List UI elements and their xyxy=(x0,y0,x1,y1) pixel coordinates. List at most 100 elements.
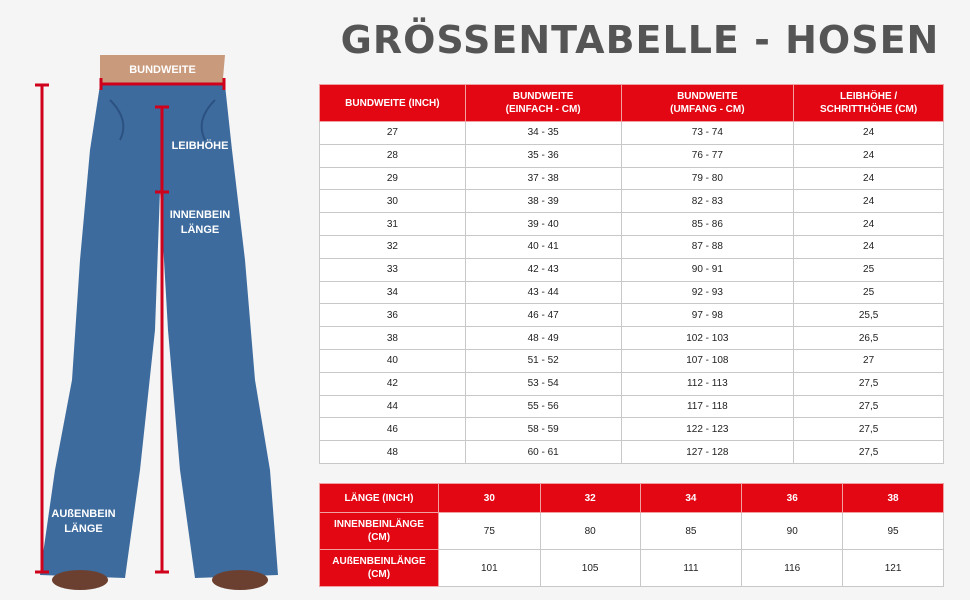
table-cell: 117 - 118 xyxy=(620,394,795,419)
table-row: 29 37 - 38 79 - 80 24 xyxy=(319,166,944,191)
table-cell: 87 - 88 xyxy=(620,234,795,259)
table-cell: 116 xyxy=(741,549,844,587)
table-cell: 27,5 xyxy=(793,417,944,442)
table-row: 30 38 - 39 82 - 83 24 xyxy=(319,189,944,214)
table-cell: 25 xyxy=(793,280,944,305)
table-cell: 46 - 47 xyxy=(464,303,622,328)
table-cell: 75 xyxy=(437,512,541,550)
table-cell: 43 - 44 xyxy=(464,280,622,305)
table-cell: 53 - 54 xyxy=(464,371,622,396)
row-header-line: (CM) xyxy=(367,569,391,580)
table-cell: 42 - 43 xyxy=(464,257,622,282)
table-cell: 28 xyxy=(319,143,466,168)
table-cell: 29 xyxy=(319,166,466,191)
rise-label: LEIBHÖHE xyxy=(171,140,229,152)
table-row: INNENBEINLÄNGE (CM) 75 80 85 90 95 xyxy=(319,512,944,550)
table-row: 32 40 - 41 87 - 88 24 xyxy=(319,234,944,259)
column-header: 30 xyxy=(437,483,541,513)
outseam-label: AUßENBEIN LÄNGE xyxy=(46,507,121,537)
table-row: 33 42 - 43 90 - 91 25 xyxy=(319,257,944,282)
outseam-label-line: AUßENBEIN xyxy=(51,508,116,520)
column-header: 34 xyxy=(639,483,743,513)
column-header: BUNDWEITE (UMFANG - CM) xyxy=(620,84,795,122)
table-cell: 48 xyxy=(319,440,466,464)
row-header: INNENBEINLÄNGE (CM) xyxy=(319,512,439,550)
table-cell: 48 - 49 xyxy=(464,326,622,350)
torso-skin xyxy=(100,55,225,90)
table-row: 27 34 - 35 73 - 74 24 xyxy=(319,121,944,145)
table-cell: 24 xyxy=(793,212,944,236)
length-size-table: LÄNGE (INCH) 30 32 34 36 38 INNENBEINLÄNGE (CM… xyxy=(319,483,944,587)
jeans-figure xyxy=(0,0,310,600)
table-cell: 112 - 113 xyxy=(620,371,795,396)
table-cell: 73 - 74 xyxy=(620,121,795,145)
column-header: LEIBHÖHE / SCHRITTHÖHE (CM) xyxy=(793,84,944,122)
table-row: 44 55 - 56 117 - 118 27,5 xyxy=(319,394,944,419)
table-cell: 37 - 38 xyxy=(464,166,622,191)
table-cell: 30 xyxy=(319,189,466,214)
table-cell: 24 xyxy=(793,121,944,145)
table-cell: 35 - 36 xyxy=(464,143,622,168)
table-cell: 24 xyxy=(793,234,944,259)
table-cell: 32 xyxy=(319,234,466,259)
table-cell: 25,5 xyxy=(793,303,944,328)
table-cell: 85 xyxy=(639,512,743,550)
table-cell: 51 - 52 xyxy=(464,348,622,373)
row-header: AUßENBEINLÄNGE (CM) xyxy=(319,549,439,587)
table-cell: 40 xyxy=(319,348,466,373)
row-header-line: AUßENBEINLÄNGE xyxy=(332,556,426,567)
table-cell: 90 - 91 xyxy=(620,257,795,282)
waist-label: BUNDWEITE xyxy=(129,64,196,76)
page-title: GRÖSSENTABELLE - HOSEN xyxy=(340,18,940,62)
jeans-shape xyxy=(40,85,278,578)
table-cell: 102 - 103 xyxy=(620,326,795,350)
table-row: 34 43 - 44 92 - 93 25 xyxy=(319,280,944,305)
table-cell: 40 - 41 xyxy=(464,234,622,259)
table-row: 40 51 - 52 107 - 108 27 xyxy=(319,348,944,373)
table-cell: 27,5 xyxy=(793,371,944,396)
column-header-line: BUNDWEITE xyxy=(512,91,574,102)
column-header-line: BUNDWEITE (INCH) xyxy=(345,97,440,109)
table-cell: 24 xyxy=(793,166,944,191)
column-header-line: (EINFACH - CM) xyxy=(505,104,581,115)
table-cell: 46 xyxy=(319,417,466,442)
table-cell: 80 xyxy=(539,512,641,550)
column-header: BUNDWEITE (INCH) xyxy=(319,84,466,122)
table-row: AUßENBEINLÄNGE (CM) 101 105 111 116 121 xyxy=(319,549,944,587)
table-cell: 24 xyxy=(793,143,944,168)
table-cell: 122 - 123 xyxy=(620,417,795,442)
table-cell: 27,5 xyxy=(793,394,944,419)
row-header-label: LÄNGE (INCH) xyxy=(319,483,439,513)
table-row: 46 58 - 59 122 - 123 27,5 xyxy=(319,417,944,442)
table-cell: 95 xyxy=(842,512,944,550)
table-row: 36 46 - 47 97 - 98 25,5 xyxy=(319,303,944,328)
table-cell: 85 - 86 xyxy=(620,212,795,236)
table-cell: 90 xyxy=(741,512,844,550)
outseam-label-line: LÄNGE xyxy=(64,523,103,535)
column-header-line: BUNDWEITE xyxy=(677,91,738,102)
table-row: 28 35 - 36 76 - 77 24 xyxy=(319,143,944,168)
inseam-label-line: INNENBEIN xyxy=(169,209,231,221)
waist-size-table: BUNDWEITE (INCH) BUNDWEITE (EINFACH - CM) B… xyxy=(319,84,944,464)
table-cell: 127 - 128 xyxy=(620,440,795,464)
table-cell: 92 - 93 xyxy=(620,280,795,305)
table-row: 31 39 - 40 85 - 86 24 xyxy=(319,212,944,236)
boot-right xyxy=(212,570,268,590)
table-cell: 55 - 56 xyxy=(464,394,622,419)
column-header-line: LEIBHÖHE / xyxy=(839,91,898,102)
table-row: 42 53 - 54 112 - 113 27,5 xyxy=(319,371,944,396)
table-cell: 24 xyxy=(793,189,944,214)
table-cell: 34 - 35 xyxy=(464,121,622,145)
inseam-label: INNENBEIN LÄNGE xyxy=(165,208,235,238)
column-header: BUNDWEITE (EINFACH - CM) xyxy=(464,84,622,122)
column-header-line: SCHRITTHÖHE (CM) xyxy=(819,104,918,115)
table-cell: 58 - 59 xyxy=(464,417,622,442)
table-cell: 34 xyxy=(319,280,466,305)
table-cell: 38 xyxy=(319,326,466,350)
column-header-line: (UMFANG - CM) xyxy=(670,104,745,115)
table-cell: 38 - 39 xyxy=(464,189,622,214)
table-cell: 33 xyxy=(319,257,466,282)
table-cell: 27 xyxy=(319,121,466,145)
row-header-line: (CM) xyxy=(367,532,391,543)
table-cell: 97 - 98 xyxy=(620,303,795,328)
